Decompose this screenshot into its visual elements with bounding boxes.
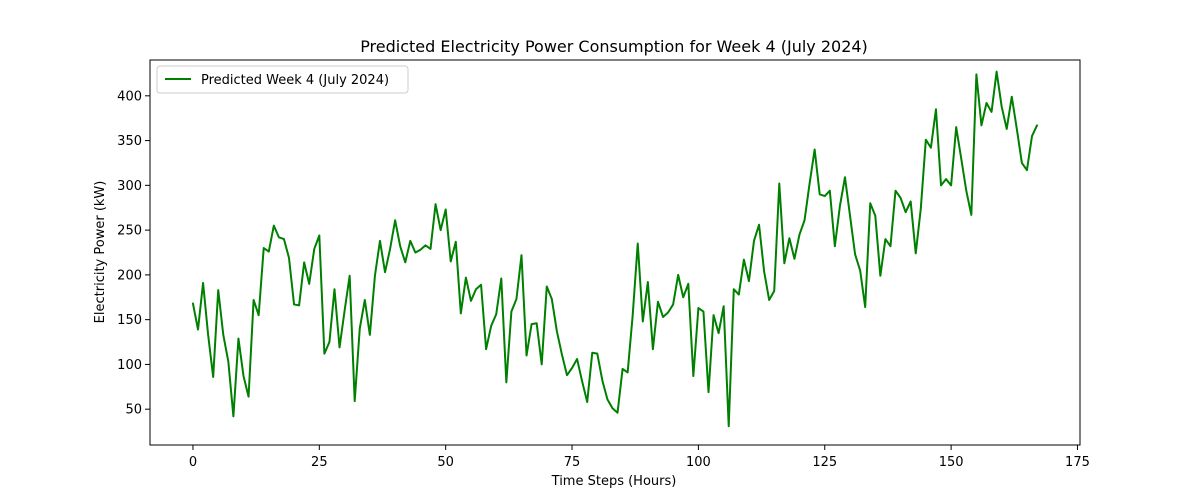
series-line-0 — [191, 70, 1039, 428]
plot-area — [191, 70, 1039, 428]
legend-box — [156, 65, 409, 94]
x-tick-label: 25 — [311, 455, 328, 470]
x-tick-label: 150 — [939, 455, 964, 470]
x-tick-label: 50 — [437, 455, 454, 470]
x-tick-label: 100 — [686, 455, 711, 470]
x-axis-label: Time Steps (Hours) — [551, 474, 677, 489]
legend-label: Predicted Week 4 (July 2024) — [201, 73, 389, 88]
y-axis: 50 100 150 200 250 300 350 400 — [117, 89, 150, 418]
x-tick-label: 0 — [189, 455, 197, 470]
x-tick-label: 125 — [812, 455, 837, 470]
x-tick-label: 75 — [564, 455, 581, 470]
y-tick-label: 200 — [117, 268, 142, 283]
y-tick-label: 150 — [117, 313, 142, 328]
y-tick-label: 50 — [125, 403, 142, 418]
y-tick-label: 100 — [117, 358, 142, 373]
chart-title: Predicted Electricity Power Consumption … — [360, 37, 868, 56]
plot-frame — [149, 59, 1081, 446]
y-tick-label: 350 — [117, 134, 142, 149]
y-tick-label: 300 — [117, 179, 142, 194]
x-axis: 0 25 50 75 100 125 150 175 — [189, 445, 1090, 470]
y-tick-label: 250 — [117, 224, 142, 239]
y-axis-label: Electricity Power (kW) — [93, 181, 108, 324]
legend: Predicted Week 4 (July 2024) — [156, 65, 409, 94]
x-tick-label: 175 — [1065, 455, 1090, 470]
y-tick-label: 400 — [117, 89, 142, 104]
